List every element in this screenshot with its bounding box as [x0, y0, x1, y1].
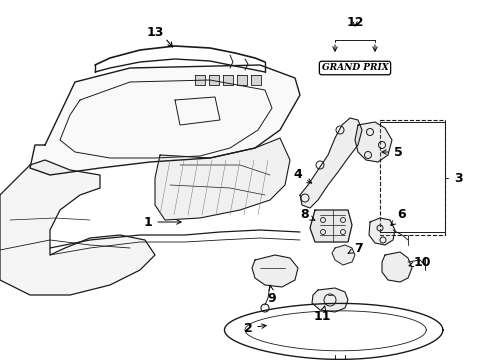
Text: 5: 5	[382, 145, 402, 158]
Polygon shape	[312, 288, 348, 312]
Text: 2: 2	[244, 321, 266, 334]
Text: 7: 7	[348, 242, 363, 255]
Polygon shape	[209, 75, 219, 85]
Polygon shape	[223, 75, 233, 85]
Text: 13: 13	[147, 26, 164, 39]
Polygon shape	[195, 75, 205, 85]
Polygon shape	[252, 255, 298, 287]
Text: GRAND PRIX: GRAND PRIX	[321, 63, 389, 72]
Text: 1: 1	[144, 216, 181, 229]
Text: 3: 3	[454, 171, 462, 184]
Polygon shape	[0, 160, 155, 295]
Polygon shape	[237, 75, 247, 85]
Text: 10: 10	[409, 256, 431, 269]
Polygon shape	[251, 75, 261, 85]
Text: 8: 8	[301, 208, 315, 221]
Text: 12: 12	[346, 15, 364, 28]
Polygon shape	[30, 65, 300, 175]
Polygon shape	[332, 245, 355, 265]
Text: 9: 9	[268, 285, 276, 305]
Polygon shape	[155, 138, 290, 220]
Polygon shape	[300, 118, 362, 208]
Polygon shape	[382, 252, 412, 282]
Polygon shape	[369, 218, 395, 245]
Text: 4: 4	[294, 168, 312, 183]
Polygon shape	[355, 122, 392, 162]
Text: 6: 6	[391, 208, 406, 225]
Polygon shape	[310, 210, 352, 242]
Text: 11: 11	[313, 306, 331, 323]
